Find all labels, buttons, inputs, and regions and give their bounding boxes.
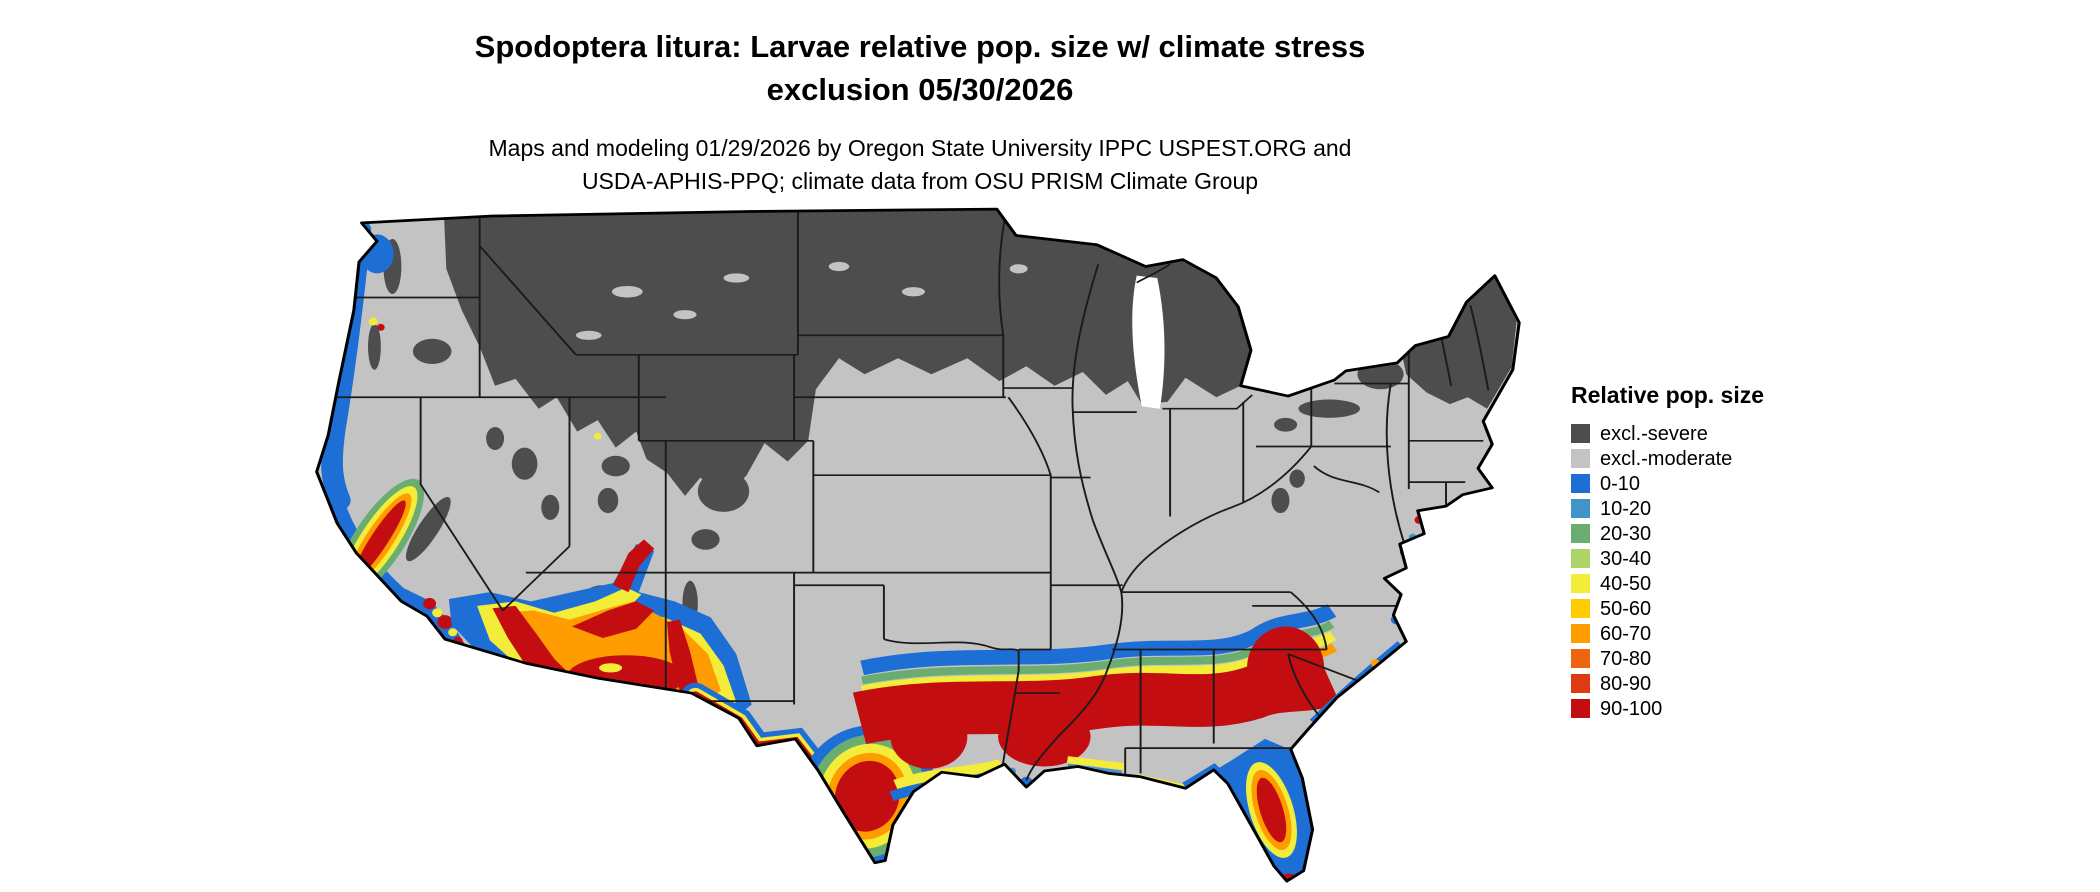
gulf-band-region	[852, 603, 1341, 802]
legend-label: 0-10	[1600, 472, 1641, 495]
legend-swatch	[1571, 649, 1590, 668]
legend-item: 30-40	[1571, 546, 1764, 571]
legend-item: 40-50	[1571, 571, 1764, 596]
legend: Relative pop. size excl.-severe excl.-mod…	[1571, 382, 1764, 721]
legend-swatch	[1571, 624, 1590, 643]
moderate-speckles	[575, 261, 1028, 340]
lake-michigan	[1132, 275, 1165, 409]
legend-swatch	[1571, 424, 1590, 443]
legend-label: 90-100	[1600, 697, 1663, 720]
map-subtitle-line2: USDA-APHIS-PPQ; climate data from OSU PR…	[581, 167, 1259, 194]
legend-label: excl.-severe	[1600, 422, 1708, 445]
legend-item: 10-20	[1571, 496, 1764, 521]
map-raster-layers	[316, 209, 1520, 882]
socal-region	[402, 587, 467, 650]
legend-item: 20-30	[1571, 521, 1764, 546]
legend-swatch	[1571, 699, 1590, 718]
legend-item: 90-100	[1571, 696, 1764, 721]
legend-item: excl.-moderate	[1571, 446, 1764, 471]
excl-severe-region	[368, 209, 1517, 627]
legend-item: 60-70	[1571, 621, 1764, 646]
legend-swatch	[1571, 474, 1590, 493]
legend-swatch	[1571, 449, 1590, 468]
legend-title: Relative pop. size	[1571, 382, 1765, 408]
legend-swatch	[1571, 499, 1590, 518]
state-borders	[316, 211, 1490, 781]
legend-label: excl.-moderate	[1600, 447, 1733, 470]
legend-item: 0-10	[1571, 471, 1764, 496]
map-title-line2: exclusion 05/30/2026	[766, 71, 1074, 107]
legend-items: excl.-severe excl.-moderate 0-10 10-20 20-30…	[1571, 421, 1764, 721]
legend-label: 30-40	[1600, 547, 1652, 570]
legend-label: 20-30	[1600, 522, 1652, 545]
map-subtitle: Maps and modeling 01/29/2026 by Oregon S…	[0, 132, 1840, 199]
us-distribution-map	[315, 207, 1521, 883]
map-title-line1: Spodoptera litura: Larvae relative pop. …	[474, 29, 1366, 64]
legend-swatch	[1571, 574, 1590, 593]
legend-swatch	[1571, 549, 1590, 568]
legend-label: 70-80	[1600, 647, 1652, 670]
legend-item: 50-60	[1571, 596, 1764, 621]
map-header: Spodoptera litura: Larvae relative pop. …	[0, 26, 1840, 198]
legend-item: 70-80	[1571, 646, 1764, 671]
legend-label: 40-50	[1600, 572, 1652, 595]
legend-label: 60-70	[1600, 622, 1652, 645]
legend-item: excl.-severe	[1571, 421, 1764, 446]
legend-swatch	[1571, 599, 1590, 618]
legend-swatch	[1571, 524, 1590, 543]
legend-label: 50-60	[1600, 597, 1652, 620]
florida-region	[1182, 738, 1313, 882]
legend-label: 80-90	[1600, 672, 1652, 695]
legend-label: 10-20	[1600, 497, 1652, 520]
legend-swatch	[1571, 674, 1590, 693]
conus-outline	[315, 207, 1521, 883]
legend-item: 80-90	[1571, 671, 1764, 696]
map-subtitle-line1: Maps and modeling 01/29/2026 by Oregon S…	[488, 134, 1352, 161]
